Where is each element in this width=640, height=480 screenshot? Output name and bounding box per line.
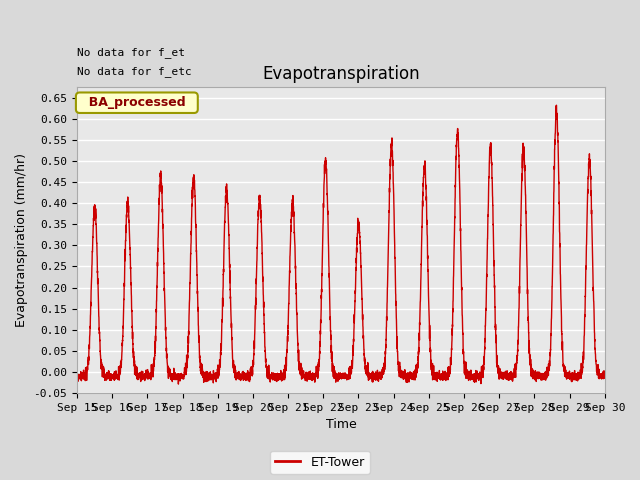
- Title: Evapotranspiration: Evapotranspiration: [262, 65, 420, 83]
- Legend: ET-Tower: ET-Tower: [270, 451, 370, 474]
- Text: BA_processed: BA_processed: [79, 96, 194, 109]
- Text: No data for f_et: No data for f_et: [77, 47, 185, 58]
- X-axis label: Time: Time: [326, 419, 356, 432]
- Y-axis label: Evapotranspiration (mm/hr): Evapotranspiration (mm/hr): [15, 153, 28, 327]
- Text: No data for f_etc: No data for f_etc: [77, 66, 192, 76]
